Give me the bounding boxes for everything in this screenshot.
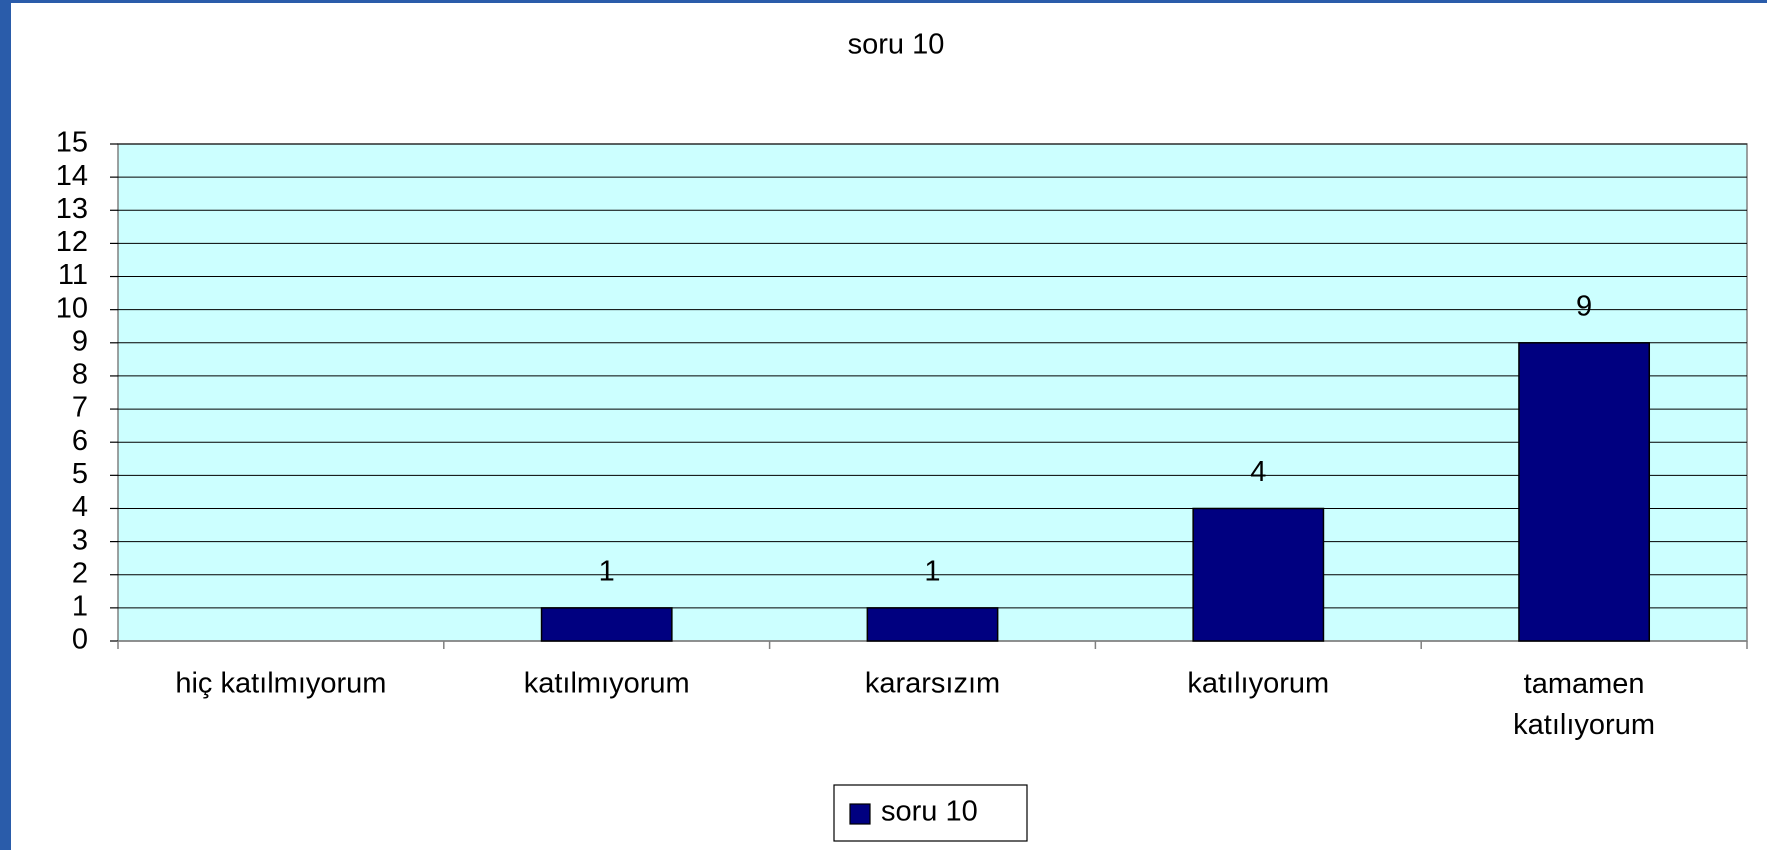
y-tick-label: 8 (72, 359, 88, 391)
y-tick-label: 6 (72, 425, 88, 457)
y-tick-label: 1 (72, 591, 88, 623)
data-label: 9 (1576, 290, 1592, 322)
x-tick-label: hiç katılmıyorum (175, 668, 386, 700)
y-tick-label: 0 (72, 624, 88, 656)
x-tick-label: katılmıyorum (524, 668, 690, 700)
y-tick-label: 4 (72, 491, 88, 523)
bar (1518, 342, 1651, 642)
x-tick-label: katılıyorum (1187, 668, 1329, 700)
y-tick-label: 11 (58, 259, 88, 291)
y-tick-label: 15 (56, 127, 88, 159)
data-label: 1 (599, 556, 615, 588)
data-label: 4 (1250, 456, 1266, 488)
y-tick-label: 2 (72, 557, 88, 589)
legend-swatch (849, 803, 871, 825)
bar (540, 607, 673, 642)
data-label: 1 (924, 556, 940, 588)
legend-label: soru 10 (881, 796, 978, 828)
bar (1192, 507, 1325, 642)
plot-area (117, 143, 1748, 642)
y-tick-label: 5 (72, 458, 88, 490)
y-tick-label: 10 (56, 292, 88, 324)
x-tick-label: kararsızım (865, 668, 1000, 700)
y-tick-label: 12 (56, 226, 88, 258)
y-tick-label: 7 (72, 392, 88, 424)
y-tick-label: 13 (56, 193, 88, 225)
y-tick-label: 14 (56, 160, 88, 192)
chart-title: soru 10 (848, 29, 945, 61)
x-tick-label: tamamen katılıyorum (1513, 668, 1655, 741)
y-tick-label: 9 (72, 325, 88, 357)
bar (866, 607, 999, 642)
y-tick-label: 3 (72, 524, 88, 556)
